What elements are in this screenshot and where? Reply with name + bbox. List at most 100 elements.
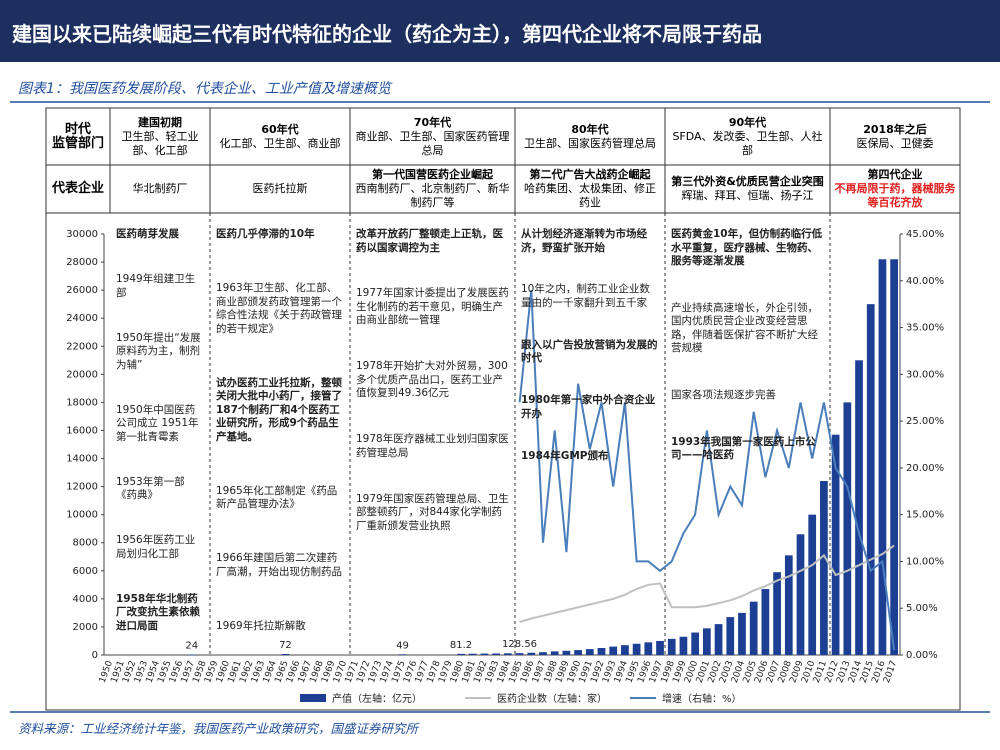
- annotation-column: 从计划经济逐渐转为市场经济，野蛮扩张开始 10年之内，制药工业企业数量由的一千家翻…: [521, 228, 659, 463]
- bar: [784, 555, 793, 655]
- annotation: 1978年医疗器械工业划归国家医药管理总局: [356, 433, 509, 459]
- era: 2018年之后: [863, 123, 927, 136]
- annotation: 1950年中国医药公司成立 1951年第一批青霉素: [116, 403, 199, 443]
- bar: [187, 654, 196, 656]
- era: 70年代: [413, 116, 452, 129]
- data-label: 49: [396, 640, 409, 651]
- annotation: 医药萌芽发展: [116, 228, 179, 240]
- companies-title: 第三代外资&优质民营企业突围: [671, 175, 824, 188]
- bar: [679, 636, 688, 655]
- bar: [562, 650, 571, 655]
- companies-title: 第二代广告大战药企崛起: [529, 168, 651, 181]
- company-cell: 第一代国营医药企业崛起 西南制药厂、北京制药厂、新华制药厂等: [350, 166, 515, 212]
- y-tick-label: 24000: [66, 313, 98, 324]
- bar: [632, 643, 641, 655]
- line: [518, 289, 896, 651]
- annotation: 1966年建国后第二次建药厂高潮，开始出现仿制药品: [216, 552, 342, 578]
- data-label: 128.56: [502, 639, 537, 650]
- annotation-column: 医药萌芽发展 1949年组建卫生部 1950年提出“发展原料药为主，制剂为辅” 195…: [116, 228, 204, 633]
- annotation: 改革开放药厂整顿走上正轨，医药以国家调控为主: [356, 228, 503, 254]
- bar: [749, 601, 758, 655]
- source: 资料来源：工业经济统计年鉴，我国医药产业政策研究，国盛证券研究所: [18, 721, 419, 736]
- bar: [644, 642, 653, 655]
- bar: [714, 624, 723, 655]
- regulator: 商业部、卫生部、国家医药管理总局: [355, 130, 510, 157]
- y2-tick-label: 45.00%: [906, 229, 944, 240]
- bar: [527, 652, 536, 655]
- bar: [492, 653, 501, 655]
- company-cell: 医药托拉斯: [210, 166, 350, 212]
- companies-title: 第一代国营医药企业崛起: [372, 168, 493, 181]
- regulator: 卫生部、国家医药管理总局: [524, 137, 656, 150]
- row-label: 代表企业: [51, 181, 104, 196]
- y2-tick-label: 5.00%: [906, 603, 938, 614]
- y2-tick-label: 20.00%: [906, 463, 944, 474]
- annotation: 试办医药工业托拉斯，整顿关闭大批中小药厂，接管了187个制药厂和4个医药工业研究…: [216, 376, 342, 443]
- y-tick-label: 8000: [73, 538, 98, 549]
- annotation: 医药黄金10年，但仿制药临行低水平重复，医疗器械、生物药、服务等逐渐发展: [671, 228, 823, 267]
- bar: [468, 653, 477, 655]
- bar: [796, 534, 805, 655]
- bar: [831, 434, 840, 655]
- y-tick-label: 12000: [66, 482, 98, 493]
- companies: 医药托拉斯: [252, 182, 308, 195]
- bar: [480, 653, 489, 655]
- bar: [585, 649, 594, 655]
- y2-tick-label: 30.00%: [906, 369, 944, 380]
- y-tick-label: 10000: [66, 510, 98, 521]
- data-label: 72: [279, 640, 292, 651]
- y2-tick-label: 15.00%: [906, 510, 944, 521]
- annotation-column: 医药黄金10年，但仿制药临行低水平重复，医疗器械、生物药、服务等逐渐发展产业持续…: [671, 228, 824, 463]
- era: 90年代: [728, 116, 767, 129]
- bar: [808, 514, 817, 655]
- annotation: 1965年化工部制定《药品新产品管理办法》: [216, 484, 338, 511]
- bar: [702, 628, 711, 655]
- y-tick-label: 18000: [66, 397, 98, 408]
- company-cell: 华北制药厂: [110, 166, 210, 212]
- bar: [866, 304, 875, 655]
- y-tick-label: 26000: [66, 285, 98, 296]
- row-label: 时代 监管部门: [46, 110, 110, 164]
- bar: [539, 652, 547, 655]
- y-tick-label: 6000: [73, 566, 98, 577]
- annotation: 1958年华北制药厂改变抗生素依赖进口局面: [116, 592, 200, 632]
- line: [519, 544, 895, 623]
- header-cell: 80年代 卫生部、国家医药管理总局: [515, 110, 665, 164]
- bar: [820, 480, 828, 655]
- annotation: 1993年我国第一家医药上市公司——哈医药: [671, 435, 816, 462]
- annotation-column: 医药几乎停滞的10年 1963年卫生部、化工部、商业部颁发药政管理第一个综合性法规…: [216, 228, 344, 633]
- regulator: 卫生部、轻工业部、化工部: [121, 130, 199, 157]
- company-cell: 第四代企业 不再局限于药，器械服务等百花齐放: [830, 166, 960, 212]
- regulator-label: 监管部门: [51, 136, 104, 151]
- annotation: 1978年开始扩大对外贸易，300多个优质产品出口，医药工业产值恢复到49.36…: [356, 360, 508, 400]
- era-label: 时代: [64, 122, 91, 137]
- subtitle: 图表1：我国医药发展阶段、代表企业、工业产值及增速概览: [18, 81, 391, 97]
- annotation: 医药几乎停滞的10年: [216, 228, 315, 240]
- header-cell: 90年代 SFDA、发改委、卫生部、人社部: [665, 110, 830, 164]
- company-cell: 第二代广告大战药企崛起 哈药集团、太极集团、修正药业: [515, 166, 665, 212]
- bar: [457, 653, 465, 655]
- era: 建国初期: [138, 116, 182, 129]
- companies: 辉瑞、拜耳、恒瑞、扬子江: [681, 189, 814, 202]
- bar: [398, 654, 407, 655]
- bar: [656, 640, 664, 655]
- annotation: 1956年医药工业局划归化工部: [116, 534, 196, 560]
- annotation: 1980年第一家中外合资企业开办: [521, 394, 656, 420]
- bar: [738, 612, 746, 655]
- bar: [843, 402, 852, 655]
- annotation: 1953年第一部《药典》: [116, 475, 185, 502]
- legend-swatch: [300, 694, 326, 702]
- annotation-column: 改革开放药厂整顿走上正轨，医药以国家调控为主 1977年国家计委提出了发展医药生化…: [356, 228, 509, 533]
- y2-tick-label: 25.00%: [906, 416, 944, 427]
- bar: [503, 653, 512, 655]
- annotation: 1984年GMP颁布: [521, 449, 609, 462]
- y2-tick-label: 40.00%: [906, 276, 944, 287]
- frame: [45, 107, 961, 711]
- annotation: 国家各项法规逐步完善: [671, 389, 776, 402]
- legend-label: 医药企业数（左轴：家）: [497, 692, 607, 705]
- regulator: 医保局、卫健委: [856, 137, 934, 150]
- annotation: 产业持续高速增长，外企引领，国内优质民营企业改变经营思路，伴随着医保扩容不断扩大…: [671, 301, 818, 355]
- bar: [621, 645, 629, 655]
- companies: 华北制药厂: [132, 182, 188, 195]
